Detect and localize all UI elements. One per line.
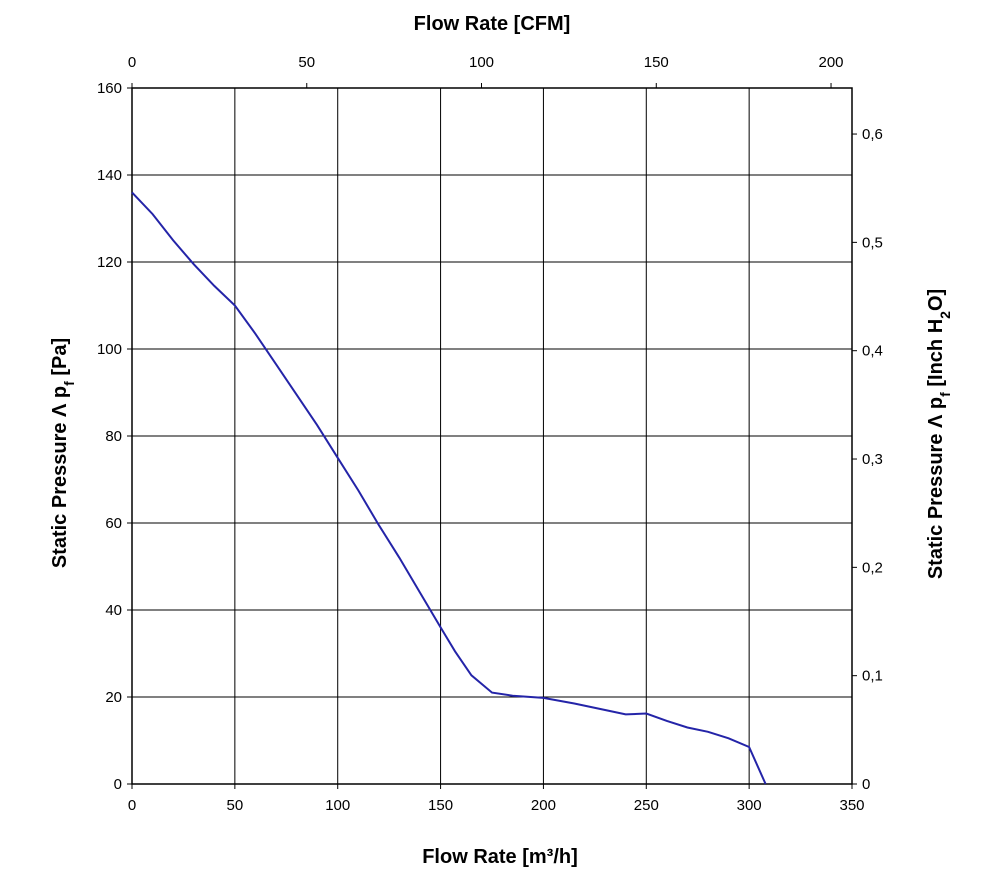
left-tick-label: 80 (105, 428, 122, 445)
grid-lines (131, 87, 853, 785)
right-tick-label: 0 (862, 776, 870, 793)
top-tick-label: 0 (128, 54, 136, 71)
axis-ticks (127, 83, 857, 789)
left-tick-label: 0 (114, 776, 122, 793)
right-tick-label: 0,2 (862, 559, 883, 576)
right-tick-label: 0,1 (862, 668, 883, 685)
left-tick-label: 160 (97, 80, 122, 97)
right-tick-label: 0,6 (862, 126, 883, 143)
bottom-tick-label: 100 (325, 797, 350, 814)
tick-labels: 0 50 100 150 200 250 300 350 0 20 40 60 80 100 120 140 1… (97, 54, 883, 814)
top-tick-label: 150 (644, 54, 669, 71)
bottom-tick-label: 300 (737, 797, 762, 814)
left-tick-label: 140 (97, 167, 122, 184)
bottom-tick-label: 200 (531, 797, 556, 814)
right-tick-label: 0,5 (862, 234, 883, 251)
left-tick-label: 120 (97, 254, 122, 271)
bottom-tick-label: 350 (839, 797, 864, 814)
bottom-tick-label: 0 (128, 797, 136, 814)
bottom-tick-label: 50 (227, 797, 244, 814)
top-axis-title: Flow Rate [CFM] (414, 13, 571, 35)
left-tick-label: 100 (97, 341, 122, 358)
top-tick-label: 50 (298, 54, 315, 71)
bottom-tick-label: 150 (428, 797, 453, 814)
left-tick-label: 20 (105, 689, 122, 706)
top-tick-label: 200 (819, 54, 844, 71)
bottom-axis-title: Flow Rate [m³/h] (422, 846, 578, 868)
pressure-flow-curve (131, 191, 767, 785)
right-tick-label: 0,4 (862, 343, 883, 360)
left-tick-label: 40 (105, 602, 122, 619)
left-tick-label: 60 (105, 515, 122, 532)
right-axis-title: Static Pressure Λ pf [Inch H2O] (925, 289, 953, 579)
bottom-tick-label: 250 (634, 797, 659, 814)
left-axis-title: Static Pressure Λ pf [Pa] (49, 338, 77, 568)
right-tick-label: 0,3 (862, 451, 883, 468)
top-tick-label: 100 (469, 54, 494, 71)
